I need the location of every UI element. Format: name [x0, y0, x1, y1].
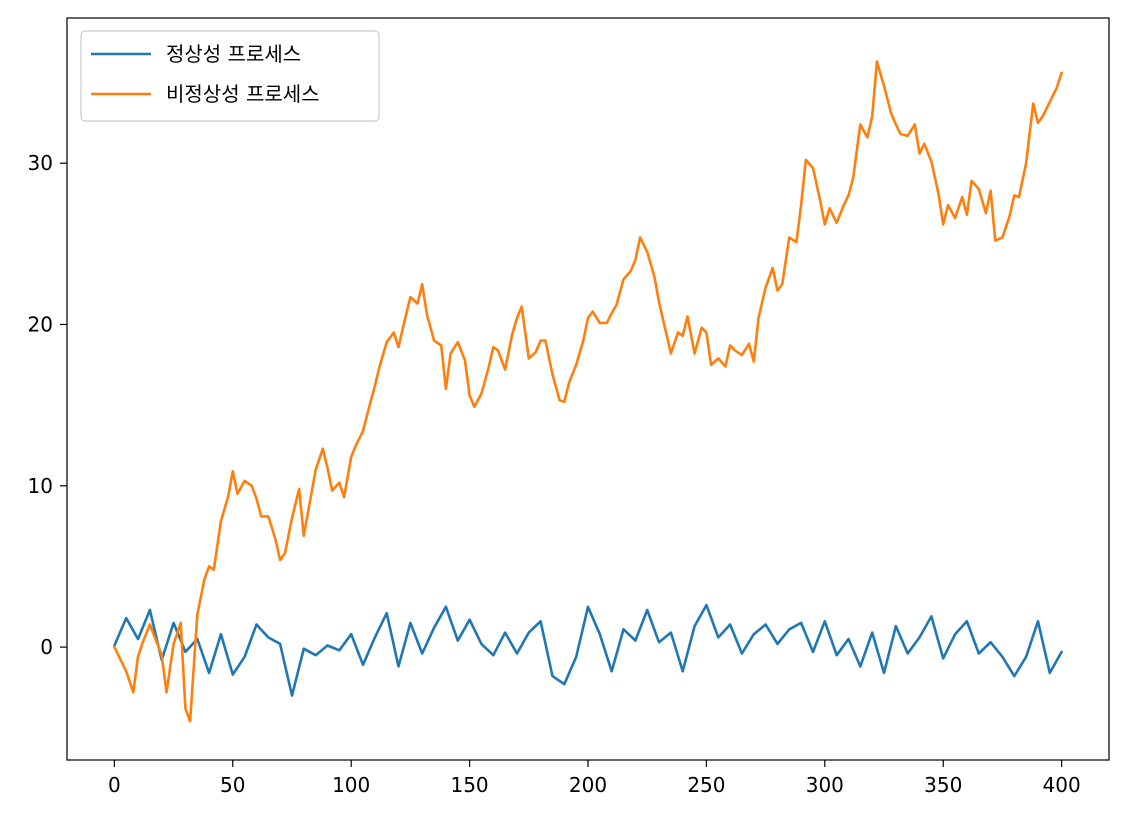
x-tick-label: 400	[1043, 773, 1081, 797]
axes: 0 50 100 150 200 250 300 350 400 0 10 20 30	[28, 17, 1110, 797]
x-tick-label: 300	[806, 773, 844, 797]
series-line-1	[113, 60, 1063, 723]
x-tick-label: 250	[687, 773, 725, 797]
x-tick-label: 50	[220, 773, 245, 797]
x-tick-label: 200	[569, 773, 607, 797]
y-tick-label: 0	[40, 635, 53, 659]
y-tick-label: 10	[28, 474, 53, 498]
x-tick-label: 0	[108, 773, 121, 797]
legend-label-0: 정상성 프로세스	[166, 42, 301, 66]
y-tick-label: 30	[28, 151, 53, 175]
x-tick-label: 150	[450, 773, 488, 797]
series-line-0	[113, 603, 1063, 697]
x-tick-label: 350	[924, 773, 962, 797]
x-tick-label: 100	[332, 773, 370, 797]
legend-label-1: 비정상성 프로세스	[166, 82, 320, 106]
legend-box	[80, 30, 380, 122]
y-tick-label: 20	[28, 312, 53, 336]
plot-area	[113, 60, 1063, 723]
